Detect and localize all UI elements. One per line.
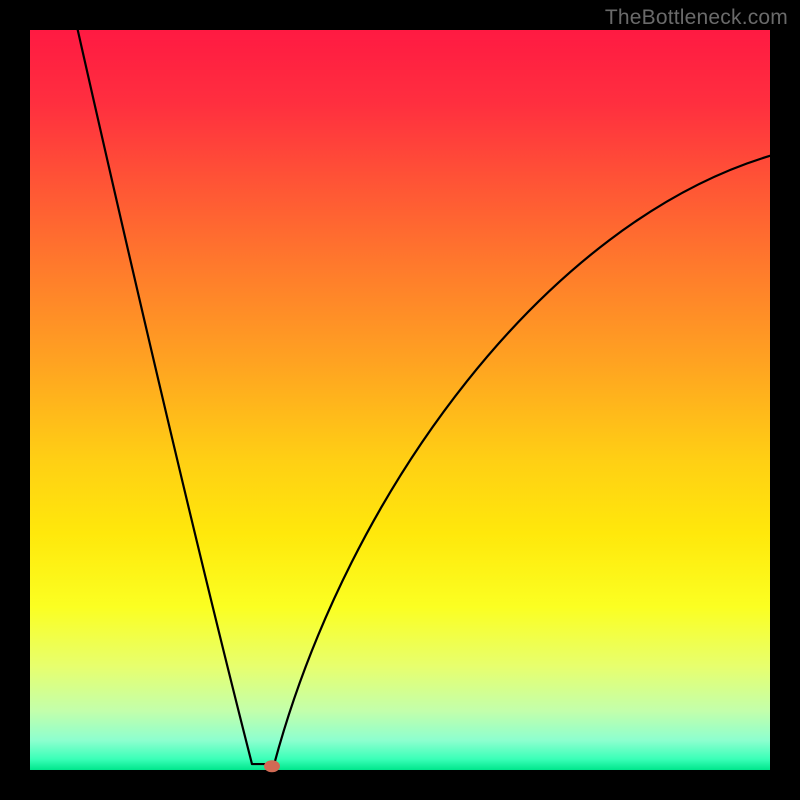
- plot-background: [30, 30, 770, 770]
- vertex-marker: [264, 760, 280, 772]
- bottleneck-chart: [0, 0, 800, 800]
- chart-container: TheBottleneck.com: [0, 0, 800, 800]
- watermark-text: TheBottleneck.com: [605, 6, 788, 30]
